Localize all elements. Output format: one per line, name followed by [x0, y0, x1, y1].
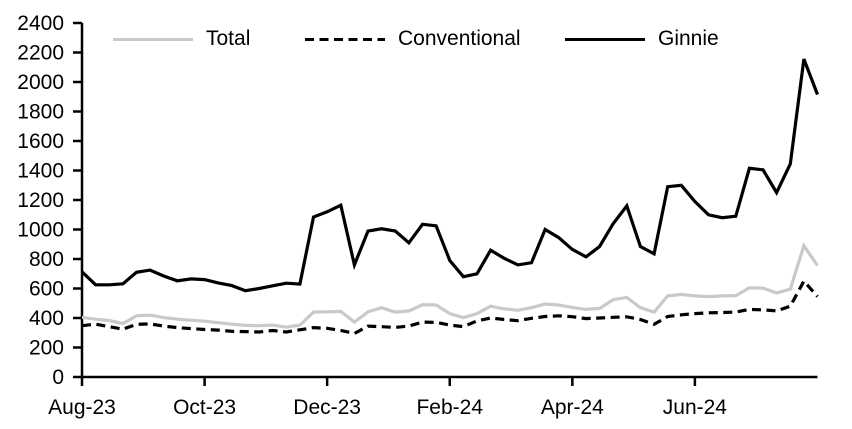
- x-tick-label: Apr-24: [541, 396, 604, 419]
- y-tick-label: 600: [29, 278, 64, 301]
- series-line-ginnie: [80, 58, 819, 293]
- y-tick-label: 1000: [17, 219, 64, 242]
- x-tick-label: Aug-23: [48, 396, 116, 419]
- y-tick-label: 2400: [17, 12, 64, 35]
- x-tick-label: Oct-23: [173, 396, 236, 419]
- y-tick-label: 800: [29, 248, 64, 271]
- y-tick-label: 1400: [17, 160, 64, 183]
- series-line-total: [81, 242, 819, 329]
- y-tick-label: 200: [29, 337, 64, 360]
- y-tick-label: 2200: [17, 42, 64, 65]
- x-tick-label: Feb-24: [416, 396, 483, 419]
- y-tick-label: 2000: [17, 71, 64, 94]
- y-tick-label: 1200: [17, 189, 64, 212]
- y-tick-label: 1800: [17, 101, 64, 124]
- series-line-conventional: [81, 278, 819, 336]
- y-tick-label: 400: [29, 307, 64, 330]
- y-tick-label: 0: [52, 366, 64, 389]
- x-tick-label: Dec-23: [293, 396, 361, 419]
- x-tick-label: Jun-24: [663, 396, 728, 419]
- y-tick-label: 1600: [17, 130, 64, 153]
